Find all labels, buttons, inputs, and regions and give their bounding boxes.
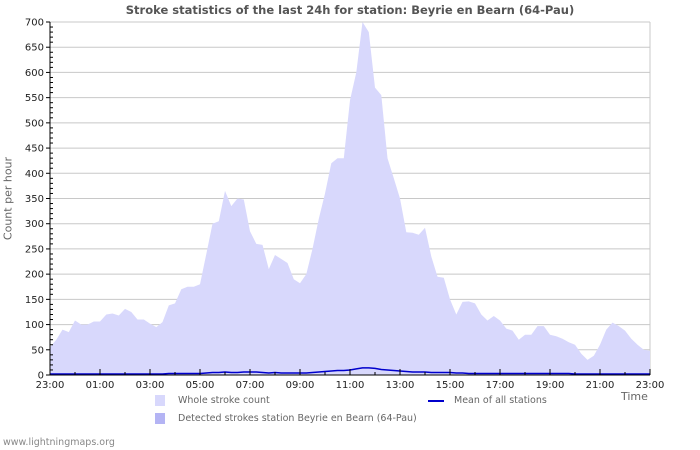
svg-text:03:00: 03:00 [136, 380, 165, 391]
legend-whole-swatch [155, 395, 165, 406]
svg-text:450: 450 [25, 144, 44, 155]
svg-text:17:00: 17:00 [486, 380, 515, 391]
svg-text:21:00: 21:00 [586, 380, 615, 391]
x-tick-labels: 23:00 01:00 03:00 05:00 07:00 09:00 11:00 13:00… [36, 380, 665, 391]
x-axis-label: Time [621, 390, 648, 403]
svg-text:250: 250 [25, 244, 44, 255]
svg-text:350: 350 [25, 194, 44, 205]
footer-source: www.lightningmaps.org [3, 437, 115, 448]
svg-text:05:00: 05:00 [186, 380, 215, 391]
svg-text:300: 300 [25, 219, 44, 230]
axes [46, 21, 651, 376]
svg-text:650: 650 [25, 43, 44, 54]
legend-mean-label: Mean of all stations [454, 395, 547, 406]
svg-text:700: 700 [25, 18, 44, 29]
svg-text:19:00: 19:00 [536, 380, 565, 391]
svg-text:07:00: 07:00 [236, 380, 265, 391]
svg-text:50: 50 [31, 345, 44, 356]
svg-text:400: 400 [25, 169, 44, 180]
svg-text:150: 150 [25, 295, 44, 306]
svg-text:600: 600 [25, 68, 44, 79]
whole-stroke-area [50, 22, 650, 375]
legend-whole-label: Whole stroke count [178, 395, 270, 406]
chart-title: Stroke statistics of the last 24h for st… [125, 3, 575, 17]
svg-text:11:00: 11:00 [336, 380, 365, 391]
svg-text:200: 200 [25, 270, 44, 281]
legend-detected-swatch [155, 413, 165, 424]
svg-text:15:00: 15:00 [436, 380, 465, 391]
svg-text:23:00: 23:00 [36, 380, 65, 391]
y-tick-labels: 0 50 100 150 200 250 300 350 400 450 500 550 600 650 7… [25, 18, 44, 382]
svg-text:01:00: 01:00 [86, 380, 115, 391]
svg-text:23:00: 23:00 [636, 380, 665, 391]
svg-text:100: 100 [25, 320, 44, 331]
svg-text:550: 550 [25, 93, 44, 104]
svg-text:500: 500 [25, 118, 44, 129]
svg-text:0: 0 [38, 371, 44, 382]
legend-mean-line [428, 400, 444, 402]
legend-detected-label: Detected strokes station Beyrie en Bearn… [178, 413, 417, 424]
svg-text:13:00: 13:00 [386, 380, 415, 391]
svg-text:09:00: 09:00 [286, 380, 315, 391]
